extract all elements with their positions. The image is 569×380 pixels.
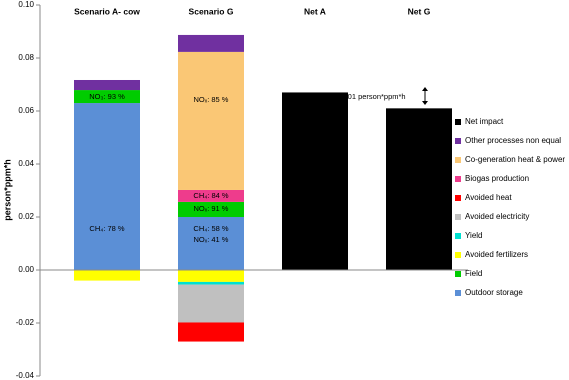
legend-swatch xyxy=(455,157,461,163)
legend-label: Avoided electricity xyxy=(465,212,529,221)
y-axis-label: person*ppm*h xyxy=(2,159,12,221)
legend-swatch xyxy=(455,214,461,220)
annotation: NO₃: 93 % xyxy=(89,92,125,101)
legend-label: Other processes non equal xyxy=(465,136,561,145)
bar-segment xyxy=(178,322,244,342)
bar-segment xyxy=(74,79,140,91)
y-tick-label: 0.06 xyxy=(18,106,34,115)
legend-label: Net impact xyxy=(465,117,504,126)
y-tick-label: 0.04 xyxy=(18,159,34,168)
legend-label: Avoided fertilizers xyxy=(465,250,528,259)
legend-swatch xyxy=(455,119,461,125)
y-tick-label: 0.10 xyxy=(18,0,34,9)
bar-segment xyxy=(178,284,244,323)
bar-segment xyxy=(178,34,244,52)
delta-arrow xyxy=(422,87,428,105)
annotation: NOₓ: 85 % xyxy=(194,95,229,104)
legend-label: Outdoor storage xyxy=(465,288,523,297)
bar-segment xyxy=(178,281,244,285)
annotation: CH₄: 78 % xyxy=(89,224,124,233)
annotation: CH₄: 84 % xyxy=(193,191,228,200)
category-label: Scenario A- cow xyxy=(74,6,140,16)
legend-label: Yield xyxy=(465,231,483,240)
category-label: Net G xyxy=(408,6,431,16)
category-label: Net A xyxy=(304,6,326,16)
bar-segment xyxy=(74,270,140,281)
category-label: Scenario G xyxy=(189,6,234,16)
bar-segment xyxy=(386,108,452,270)
legend-swatch xyxy=(455,290,461,296)
bar-segment xyxy=(178,217,244,270)
annotation: Δ=0.01 person*ppm*h xyxy=(332,92,406,101)
legend-label: Avoided heat xyxy=(465,193,512,202)
legend-swatch xyxy=(455,252,461,258)
bar-segment xyxy=(178,51,244,190)
y-tick-label: 0.08 xyxy=(18,53,34,62)
bar-segment xyxy=(178,201,244,217)
bar-segment xyxy=(74,103,140,270)
bar-segment xyxy=(282,92,348,270)
legend-label: Co-generation heat & power xyxy=(465,155,565,164)
annotation: NOₓ: 91 % xyxy=(194,204,229,213)
bar-segment xyxy=(178,270,244,282)
y-tick-label: 0.00 xyxy=(18,265,34,274)
legend-label: Biogas production xyxy=(465,174,529,183)
annotation: CH₄: 58 % xyxy=(193,224,228,233)
legend-swatch xyxy=(455,138,461,144)
legend-label: Field xyxy=(465,269,482,278)
legend-swatch xyxy=(455,195,461,201)
y-tick-label: -0.02 xyxy=(16,318,35,327)
legend-swatch xyxy=(455,233,461,239)
legend-swatch xyxy=(455,271,461,277)
annotation: NOₓ: 41 % xyxy=(194,235,229,244)
bar-segment xyxy=(178,189,244,202)
y-tick-label: 0.02 xyxy=(18,212,34,221)
legend-swatch xyxy=(455,176,461,182)
y-tick-label: -0.04 xyxy=(16,371,35,380)
bar-segment xyxy=(74,90,140,104)
